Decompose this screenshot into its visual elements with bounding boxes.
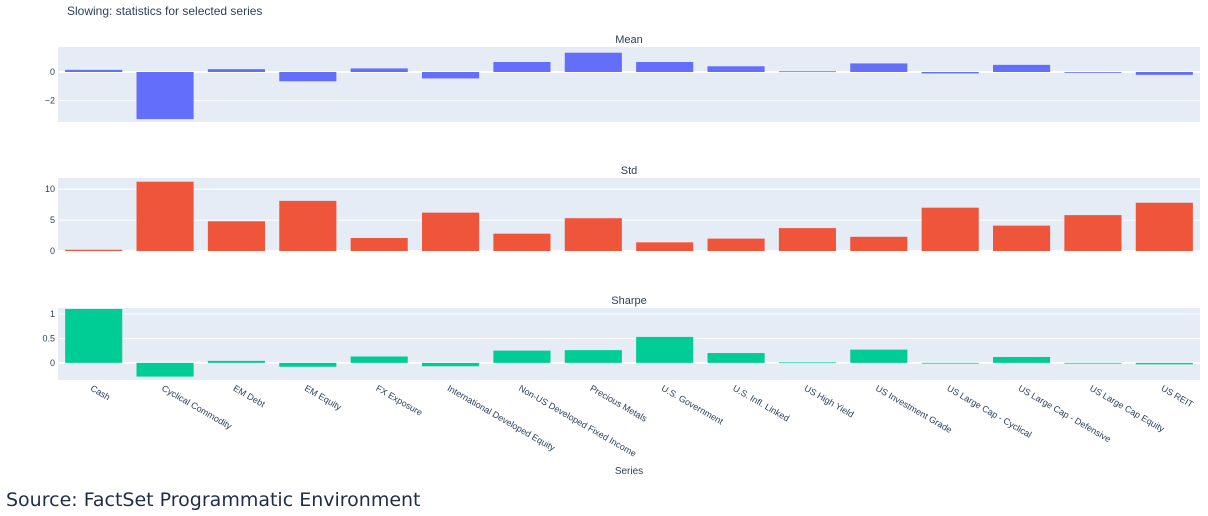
std-bar-15 [1064, 215, 1122, 251]
x-tick-label: U.S. Government [660, 383, 726, 427]
sharpe-bar-1 [65, 308, 123, 363]
std-bar-12 [850, 236, 908, 251]
mean-bar-11 [778, 71, 836, 73]
std-bar-4 [279, 200, 337, 251]
x-tick-label: US Investment Grade [874, 383, 954, 435]
mean-y-tick-label: −2 [45, 96, 55, 106]
x-tick-label: EM Debt [231, 383, 267, 409]
sharpe-bar-16 [1135, 362, 1193, 365]
mean-bar-4 [279, 72, 337, 82]
std-bar-14 [993, 225, 1051, 251]
sharpe-bar-9 [636, 336, 694, 363]
sharpe-bar-15 [1064, 362, 1122, 364]
sharpe-y-tick-label: 0 [50, 358, 55, 368]
x-tick-label: US Large Cap Equity [1088, 383, 1167, 434]
x-tick-label: EM Equity [303, 383, 344, 412]
mean-bar-12 [850, 63, 908, 72]
std-y-tick-label: 10 [45, 184, 55, 194]
mean-bar-6 [422, 72, 480, 79]
mean-bar-1 [65, 69, 123, 72]
sharpe-bar-5 [350, 356, 408, 363]
std-bar-16 [1135, 202, 1193, 251]
sharpe-y-tick-label: 0.5 [42, 333, 55, 343]
x-axis-title: Series [615, 466, 643, 477]
sharpe-bar-2 [136, 362, 194, 377]
std-bar-10 [707, 238, 765, 251]
mean-bar-3 [207, 69, 265, 72]
sharpe-plot-area [58, 308, 1200, 380]
sharpe-bar-8 [564, 350, 622, 363]
mean-bar-8 [564, 52, 622, 72]
source-caption: Source: FactSet Programmatic Environment [6, 489, 421, 511]
sharpe-y-tick-label: 1 [50, 309, 55, 319]
x-tick-label: Non-US Developed Fixed Income [517, 383, 638, 459]
figure-title: Slowing: statistics for selected series [67, 4, 263, 18]
std-bar-11 [778, 228, 836, 251]
std-y-tick-label: 0 [50, 246, 55, 256]
mean-bar-16 [1135, 72, 1193, 75]
x-tick-label: Cyclical Commodity [160, 383, 234, 431]
x-tick-label: Precious Metals [588, 383, 649, 424]
sharpe-bar-14 [993, 356, 1051, 363]
std-bar-7 [493, 233, 551, 251]
std-bar-1 [65, 249, 123, 251]
mean-bar-5 [350, 68, 408, 72]
std-bar-13 [921, 207, 979, 251]
mean-bar-9 [636, 62, 694, 72]
mean-bar-2 [136, 72, 194, 120]
std-bar-8 [564, 218, 622, 251]
x-tick-label: Cash [89, 383, 112, 402]
mean-y-tick-label: 0 [50, 67, 55, 77]
std-bar-5 [350, 238, 408, 251]
sharpe-bar-6 [422, 362, 480, 367]
x-tick-label: US REIT [1159, 383, 1195, 410]
sharpe-bar-11 [778, 362, 836, 364]
std-bar-3 [207, 221, 265, 251]
x-tick-label: U.S. Infl. Linked [731, 383, 791, 423]
mean-bar-14 [993, 64, 1051, 72]
std-bar-9 [636, 242, 694, 251]
sharpe-bar-13 [921, 362, 979, 364]
x-tick-label: US High Yield [802, 383, 855, 419]
mean-plot-area [58, 47, 1200, 122]
sharpe-subplot-title: Sharpe [611, 295, 646, 307]
sharpe-bar-12 [850, 349, 908, 363]
mean-bar-7 [493, 62, 551, 72]
sharpe-bar-7 [493, 350, 551, 363]
std-bar-6 [422, 212, 480, 251]
std-bar-2 [136, 181, 194, 251]
sharpe-bar-3 [207, 360, 265, 363]
std-subplot-title: Std [621, 165, 638, 177]
mean-subplot-title: Mean [615, 34, 643, 46]
sharpe-bar-4 [279, 362, 337, 367]
std-y-tick-label: 5 [50, 215, 55, 225]
x-tick-label: FX Exposure [374, 383, 424, 418]
mean-bar-10 [707, 66, 765, 72]
mean-bar-13 [921, 72, 979, 74]
sharpe-bar-10 [707, 353, 765, 363]
mean-bar-15 [1064, 72, 1122, 73]
statistics-bar-chart: −2 0 Mean 0 5 10 Std 0 0.5 1 Sharpe Cash Cyclical Co… [42, 34, 1200, 477]
